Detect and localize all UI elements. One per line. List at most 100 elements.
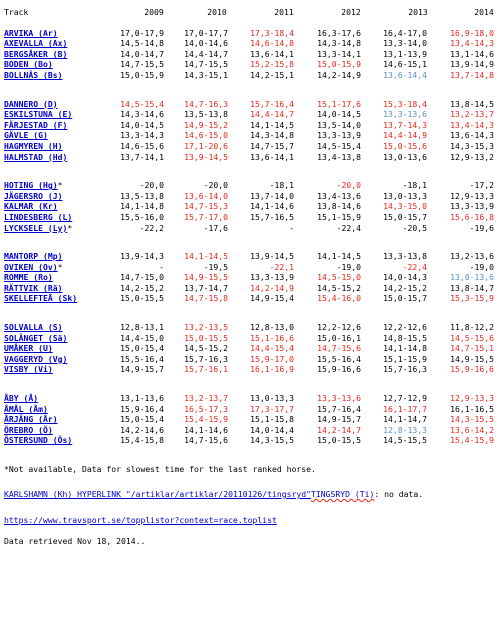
time-cell: 15,0-15,9 [120,69,164,80]
karlshamn-link[interactable]: KARLSHAMN (Kh) [4,489,73,499]
time-cell: 13,9-14,5 [184,151,228,162]
time-cell: 14,7-15,3 [184,201,228,212]
track-link[interactable]: SOLVALLA (S) [4,322,63,333]
track-link[interactable]: ARVIKA (Ar) [4,27,58,38]
time-cell: 14,4-15,4 [250,343,294,354]
track-link[interactable]: ÖREBRO (Ö) [4,424,53,435]
track-cell: BOLLNÄS (Bs) [4,70,62,81]
time-cell: 14,3-15,0 [383,201,427,212]
hyperlink-field-code[interactable]: HYPERLINK "/artiklar/artiklar/20110126/t… [72,489,312,499]
track-link[interactable]: UMÅKER (U) [4,343,53,354]
time-cell: 14,7-16,3 [184,98,228,109]
track-link[interactable]: VISBY (Vi) [4,364,53,375]
time-cell: -18,1 [402,180,427,191]
table-row: ARVIKA (Ar) 17,0-17,9 17,0-17,7 17,3-18,4 16… [4,28,502,39]
time-cell: 14,6-14,8 [250,38,294,49]
track-link[interactable]: ÅRJÄNG (År) [4,414,58,425]
time-cell: 14,0-14,7 [120,48,164,59]
track-group: ÅBY (Å) 13,1-13,6 13,2-13,7 13,0-13,3 13,3-1… [4,393,502,446]
time-cell: 14,1-14,8 [383,343,427,354]
time-cell: 14,2-14,9 [250,282,294,293]
track-link[interactable]: ÅBY (Å) [4,393,39,404]
time-cell: 13,2-13,7 [184,393,228,404]
year-header-2014: 2014 [474,7,494,17]
time-cell: 14,4-14,7 [250,109,294,120]
time-cell: 14,2-14,7 [317,424,361,435]
track-link[interactable]: GÄVLE (G) [4,130,48,141]
time-cell: 16,5-17,3 [184,403,228,414]
time-cell: -18,1 [269,180,294,191]
track-link[interactable]: AXEVALLA (Ax) [4,38,68,49]
track-link[interactable]: ÅMÅL (Åm) [4,403,48,414]
year-header-2013: 2013 [408,7,428,17]
time-cell: 13,8-14,7 [450,282,494,293]
track-link[interactable]: HOTING (Hg) [4,180,58,191]
time-cell: 13,3-13,6 [383,109,427,120]
time-cell: 13,9-14,5 [250,251,294,262]
track-link[interactable]: OVIKEN (Ov) [4,261,58,272]
time-cell: 12,8-13,1 [120,322,164,333]
year-header-2012: 2012 [341,7,361,17]
track-link[interactable]: MANTORP (Mp) [4,251,63,262]
time-cell: 14,6-15,0 [184,130,228,141]
track-link[interactable]: KALMAR (Kr) [4,201,58,212]
track-link[interactable]: BOLLNÄS (Bs) [4,69,63,80]
track-link[interactable]: RÄTTVIK (Rä) [4,282,63,293]
time-cell: 13,8-14,6 [317,201,361,212]
time-cell: 15,1-15,8 [250,414,294,425]
track-link[interactable]: LINDESBERG (L) [4,211,73,222]
track-table: ARVIKA (Ar) 17,0-17,9 17,0-17,7 17,3-18,4 16… [4,28,502,446]
track-group: HOTING (Hg)* -20,0 -20,0 -18,1 -20,0 -18,1 -17… [4,180,502,233]
table-row: BOLLNÄS (Bs) 15,0-15,9 14,3-15,1 14,2-15,1 1… [4,70,502,81]
time-cell: 13,6-14,1 [250,48,294,59]
track-link[interactable]: ÖSTERSUND (Ös) [4,435,73,446]
time-cell: 13,2-13,7 [450,109,494,120]
track-cell: ESKILSTUNA (E) [4,109,72,120]
table-row: BODEN (Bo) 14,7-15,5 14,7-15,5 15,2-15,8 15,… [4,59,502,70]
time-cell: 13,3-13,6 [317,393,361,404]
time-cell: 14,3-14,6 [120,109,164,120]
track-link[interactable]: FÄRJESTAD (F) [4,119,68,130]
time-cell: 14,3-15,5 [250,435,294,446]
table-row: ROMME (Ro) 14,7-15,0 14,9-15,5 13,3-13,9 14,… [4,272,502,283]
time-cell: - [289,222,294,233]
time-cell: 14,4-14,9 [383,130,427,141]
track-link[interactable]: SKELLEFTEÅ (Sk) [4,293,78,304]
track-link[interactable]: ESKILSTUNA (E) [4,109,73,120]
source-link[interactable]: https://www.travsport.se/topplistor?cont… [4,515,277,525]
track-cell: FÄRJESTAD (F) [4,120,67,131]
track-link[interactable]: JÄGERSRO (J) [4,190,63,201]
time-cell: 14,7-15,1 [450,343,494,354]
time-cell: 14,1-14,5 [250,119,294,130]
track-link[interactable]: HAGMYREN (H) [4,140,63,151]
time-cell: -20,0 [203,180,228,191]
track-link[interactable]: HALMSTAD (Hd) [4,151,68,162]
track-link[interactable]: BODEN (Bo) [4,59,53,70]
time-cell: 14,3-15,1 [184,69,228,80]
time-cell: 14,9-15,5 [450,353,494,364]
track-cell: ARVIKA (Ar) [4,28,58,39]
table-row: DANNERO (D) 14,5-15,4 14,7-16,3 15,7-16,4 15… [4,99,502,110]
track-link[interactable]: BERGSÅKER (B) [4,48,68,59]
time-cell: 14,0-14,5 [317,109,361,120]
time-cell: 13,3-13,8 [383,251,427,262]
track-link[interactable]: SOLÄNGET (Sä) [4,332,68,343]
time-cell: 14,9-15,7 [120,364,164,375]
time-cell: 15,7-16,5 [250,211,294,222]
time-cell: -17,6 [203,222,228,233]
track-link[interactable]: DANNERO (D) [4,98,58,109]
table-row: ÅBY (Å) 13,1-13,6 13,2-13,7 13,0-13,3 13,3-1… [4,393,502,404]
track-link[interactable]: VAGGERYD (Vg) [4,353,68,364]
time-cell: 14,1-14,8 [120,201,164,212]
time-cell: 15,9-16,6 [450,364,494,375]
time-cell: 15,0-15,5 [317,435,361,446]
time-cell: 13,5-13,8 [120,190,164,201]
tingsryd-link[interactable]: TINGSRYD (Ti) [311,489,375,499]
table-row: ESKILSTUNA (E) 14,3-14,6 13,5-13,8 14,4-14,… [4,109,502,120]
track-link[interactable]: LYCKSELE (Ly) [4,222,68,233]
time-cell: -19,6 [469,222,494,233]
time-cell: 17,3-18,4 [250,27,294,38]
time-cell: 15,1-15,9 [317,211,361,222]
time-cell: 14,6-15,6 [120,140,164,151]
track-link[interactable]: ROMME (Ro) [4,272,53,283]
